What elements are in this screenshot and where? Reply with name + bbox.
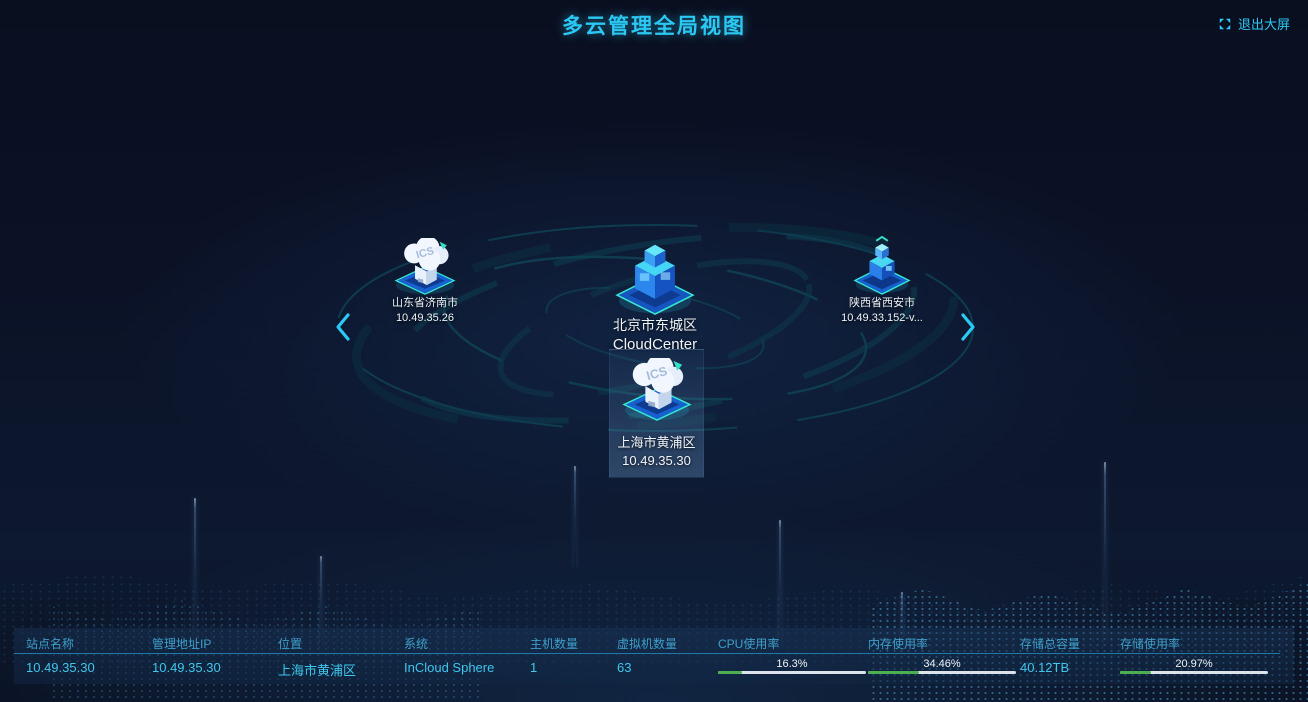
chevron-left-icon[interactable] — [333, 312, 353, 342]
cloudcenter-node[interactable]: 北京市东城区 CloudCenter — [585, 240, 725, 355]
cpu-usage-label: 16.3% — [776, 658, 808, 670]
cell-vm-count: 63 — [617, 660, 632, 675]
light-beam — [901, 592, 903, 650]
exit-fullscreen-icon — [1219, 18, 1231, 29]
col-header-storage-total: 存储总容量 — [1020, 637, 1081, 651]
node-name: 山东省济南市 — [392, 297, 458, 309]
col-header-site-name: 站点名称 — [26, 637, 75, 651]
col-header-system: 系统 — [404, 637, 429, 651]
ics-badge: ICS — [415, 245, 436, 262]
cell-mgmt-ip: 10.49.35.30 — [152, 660, 221, 675]
cloudcenter-icon — [615, 244, 695, 315]
mem-usage-bar — [868, 671, 1016, 674]
node-ip: 10.49.35.30 — [622, 452, 691, 468]
site-node-jinan[interactable]: ICS 山东省济南市 10.49.35.26 — [365, 238, 485, 326]
table-header-divider — [14, 653, 1280, 654]
site-node-shanghai-selected[interactable]: ICS 上海市黄浦区 10.49.35.30 — [609, 349, 704, 478]
node-ip: 10.49.33.152-v... — [841, 311, 923, 324]
storage-usage-bar — [1120, 671, 1268, 674]
col-header-location: 位置 — [278, 637, 303, 651]
mem-usage-label: 34.46% — [923, 658, 961, 670]
light-beam — [779, 520, 781, 648]
col-header-host-count: 主机数量 — [530, 637, 579, 651]
cell-site-name: 10.49.35.30 — [26, 660, 95, 675]
exit-fullscreen-button[interactable]: 退出大屏 — [1218, 14, 1290, 33]
light-beam — [1104, 462, 1106, 644]
cell-location: 上海市黄浦区 — [278, 663, 357, 678]
light-beam — [194, 498, 196, 646]
col-header-vm-count: 虚拟机数量 — [617, 637, 678, 651]
node-system: CloudCenter — [612, 335, 698, 353]
node-ip: 10.49.35.26 — [395, 311, 455, 324]
cell-system: InCloud Sphere — [404, 660, 495, 675]
mem-usage-bar-fill — [868, 671, 919, 674]
chevron-right-icon[interactable] — [958, 312, 978, 342]
ics-badge: ICS — [644, 364, 668, 383]
col-header-storage-usage: 存储使用率 — [1120, 637, 1181, 651]
site-node-xian[interactable]: 陕西省西安市 10.49.33.152-v... — [820, 234, 944, 326]
storage-usage-bar-fill — [1120, 671, 1152, 674]
node-name: 上海市黄浦区 — [617, 435, 696, 450]
col-header-cpu-usage: CPU使用率 — [718, 637, 780, 651]
ics-cloud-icon: ICS — [621, 358, 692, 421]
site-table: 站点名称 管理地址IP 位置 系统 主机数量 虚拟机数量 CPU使用率 内存使用… — [14, 628, 1294, 684]
cpu-usage-bar-fill — [718, 671, 743, 674]
node-name: 北京市东城区 — [613, 317, 697, 333]
cpu-usage-bar — [718, 671, 866, 674]
col-header-mgmt-ip: 管理地址IP — [152, 637, 212, 651]
storage-usage-label: 20.97% — [1175, 658, 1213, 670]
ics-cloud-icon: ICS — [394, 238, 456, 295]
col-header-mem-usage: 内存使用率 — [868, 637, 929, 651]
node-name: 陕西省西安市 — [849, 297, 915, 309]
cell-host-count: 1 — [530, 660, 538, 675]
light-beam — [574, 466, 576, 568]
exit-fullscreen-label: 退出大屏 — [1237, 17, 1290, 32]
page-title: 多云管理全局视图 — [562, 15, 746, 38]
server-box-icon — [853, 235, 911, 295]
light-beam — [320, 556, 322, 648]
cell-storage-total: 40.12TB — [1020, 660, 1070, 675]
